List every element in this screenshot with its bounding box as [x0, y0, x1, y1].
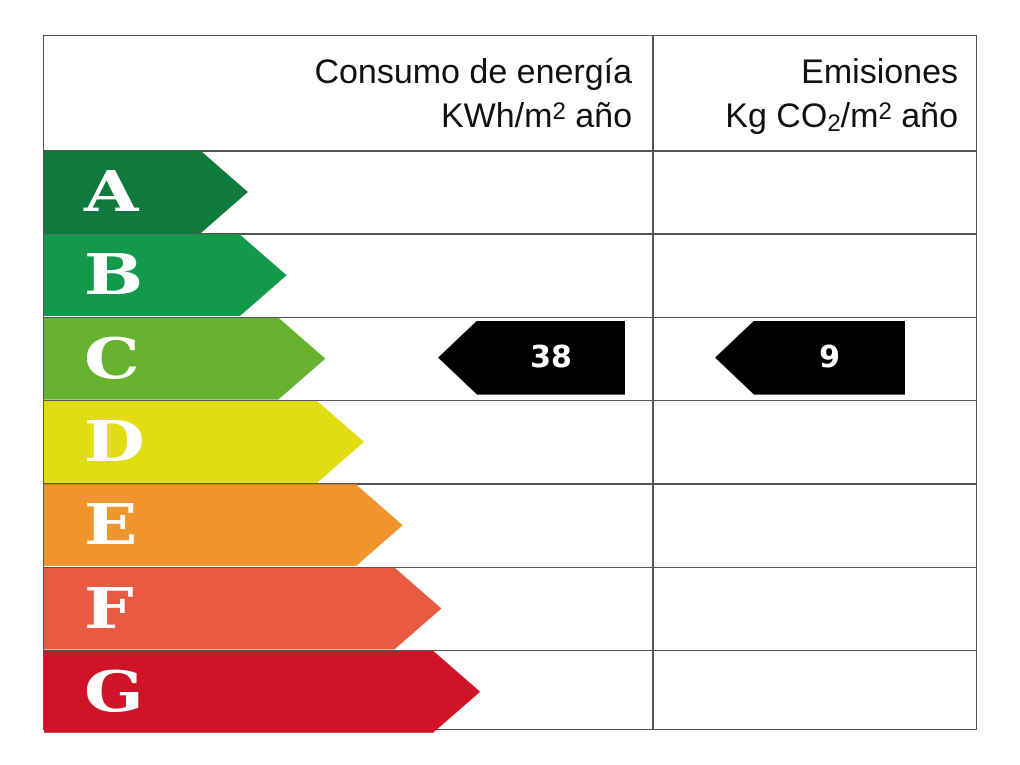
class-letter: C — [84, 325, 140, 392]
unit-text: año — [891, 97, 958, 135]
energy-value: 38 — [530, 339, 572, 375]
energy-label — [43, 35, 977, 730]
emissions-rating-indicator: 9 — [715, 320, 905, 395]
energy-class-c-arrow: C — [44, 317, 326, 400]
class-letter: D — [84, 408, 145, 475]
emissions-title: Emisiones — [801, 53, 958, 91]
unit-text: KWh/m — [441, 97, 553, 135]
unit-sub: 2 — [827, 110, 841, 137]
row-divider — [43, 399, 977, 402]
row-divider — [43, 150, 977, 152]
energy-rating-indicator: 38 — [438, 320, 625, 395]
class-letter: E — [84, 492, 138, 559]
energy-class-f-arrow: F — [44, 567, 442, 650]
class-letter: B — [84, 242, 144, 309]
emissions-header: Emisiones Kg CO2/m2 año — [660, 50, 958, 138]
row-divider — [43, 233, 977, 235]
row-divider — [43, 649, 977, 652]
unit-text: año — [565, 97, 632, 135]
unit-sup: 2 — [552, 98, 566, 125]
row-divider — [43, 566, 977, 568]
energy-class-b-arrow: B — [44, 234, 287, 317]
emissions-value: 9 — [819, 339, 840, 375]
energy-class-d-arrow: D — [44, 400, 365, 483]
energy-unit: KWh/m2 año — [60, 94, 632, 138]
energy-title: Consumo de energía — [314, 53, 632, 91]
row-divider — [43, 483, 977, 485]
energy-header: Consumo de energía KWh/m2 año — [60, 50, 632, 138]
emissions-unit: Kg CO2/m2 año — [660, 94, 958, 138]
class-letter: F — [84, 575, 134, 642]
unit-text: /m — [840, 97, 879, 135]
energy-class-a-arrow: A — [44, 151, 248, 233]
class-letter: A — [84, 159, 139, 225]
unit-sup: 2 — [878, 98, 892, 125]
energy-class-e-arrow: E — [44, 484, 403, 567]
row-divider — [43, 316, 977, 319]
class-letter: G — [84, 658, 144, 725]
column-divider — [652, 35, 654, 730]
unit-text: Kg CO — [725, 97, 828, 135]
energy-class-g-arrow: G — [44, 650, 481, 733]
